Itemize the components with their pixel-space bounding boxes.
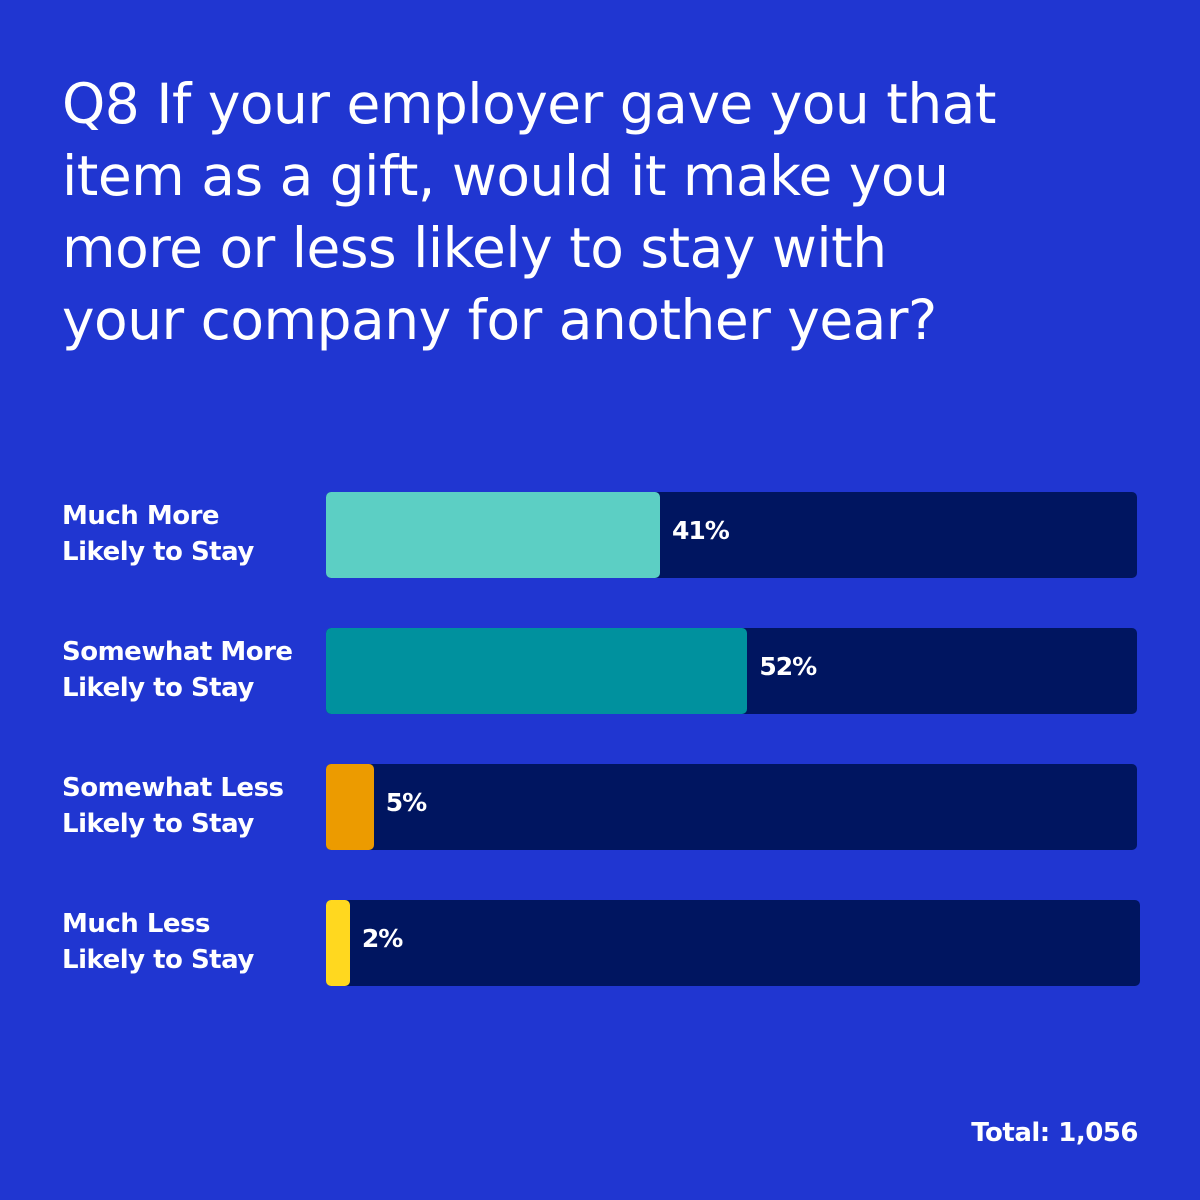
category-label-line: Much Less xyxy=(62,909,211,939)
total-respondents: Total: 1,056 xyxy=(971,1118,1138,1148)
category-label-line: Likely to Stay xyxy=(62,945,254,975)
value-label: 52% xyxy=(759,652,817,681)
category-label-line: Likely to Stay xyxy=(62,809,254,839)
category-label: Much More Likely to Stay xyxy=(62,498,322,570)
bar xyxy=(326,900,350,986)
value-label: 2% xyxy=(361,924,403,953)
category-label-line: Likely to Stay xyxy=(62,673,254,703)
bar-track: 2% xyxy=(326,900,1140,986)
bar-track: 5% xyxy=(326,764,1137,850)
bar-track: 52% xyxy=(326,628,1137,714)
category-label: Somewhat More Likely to Stay xyxy=(62,634,322,706)
category-label-line: Much More xyxy=(62,501,220,531)
bar xyxy=(326,764,374,850)
value-label: 41% xyxy=(671,516,730,545)
bar xyxy=(326,628,748,714)
bar-track: 41% xyxy=(326,492,1137,578)
category-label-line: Somewhat More xyxy=(62,637,293,667)
category-label-line: Somewhat Less xyxy=(62,773,284,803)
category-label: Somewhat Less Likely to Stay xyxy=(62,770,322,842)
category-label: Much Less Likely to Stay xyxy=(62,906,322,978)
chart-title: Q8 If your employer gave you that item a… xyxy=(62,72,996,352)
category-label-line: Likely to Stay xyxy=(62,537,254,567)
bar xyxy=(326,492,660,578)
value-label: 5% xyxy=(385,788,427,817)
